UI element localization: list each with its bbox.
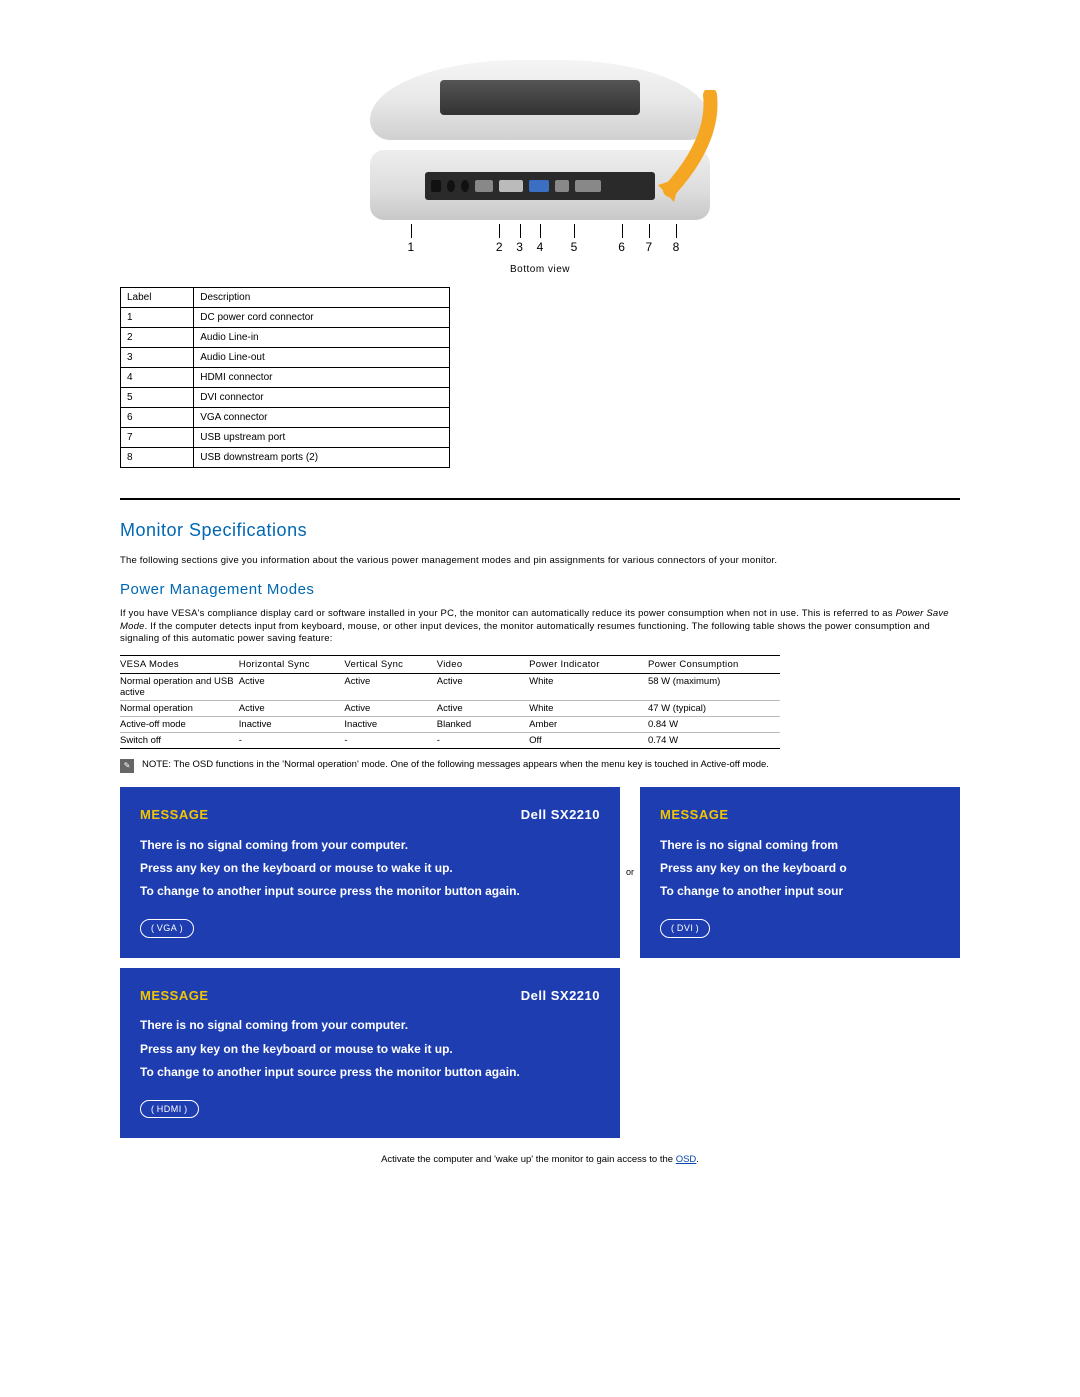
msg-title: MESSAGE bbox=[140, 986, 209, 1007]
port-number-label: 2 bbox=[496, 240, 503, 254]
osd-message-hdmi: MESSAGE Dell SX2210 There is no signal c… bbox=[120, 968, 620, 1139]
power-para-post: . If the computer detects input from key… bbox=[120, 621, 930, 644]
footer-instruction: Activate the computer and 'wake up' the … bbox=[120, 1154, 960, 1165]
table-row: Switch off---Off0.74 W bbox=[120, 732, 780, 748]
msg-line: Press any key on the keyboard or mouse t… bbox=[140, 1040, 600, 1059]
msg-line: To change to another input source press … bbox=[140, 1063, 600, 1082]
port-number-label: 4 bbox=[537, 240, 544, 254]
msg-model: Dell SX2210 bbox=[521, 986, 600, 1007]
footer-post: . bbox=[696, 1154, 699, 1165]
msg-line: To change to another input sour bbox=[660, 882, 960, 901]
table-row: Active-off modeInactiveInactiveBlankedAm… bbox=[120, 716, 780, 732]
note-icon: ✎ bbox=[120, 759, 134, 773]
port-number-label: 7 bbox=[645, 240, 652, 254]
or-separator: or bbox=[626, 867, 634, 877]
msg-model: Dell SX2210 bbox=[521, 805, 600, 826]
footer-pre: Activate the computer and 'wake up' the … bbox=[381, 1154, 676, 1165]
diagram-caption: Bottom view bbox=[120, 264, 960, 275]
msg-line: Press any key on the keyboard or mouse t… bbox=[140, 859, 600, 878]
table-row: 2Audio Line-in bbox=[121, 328, 450, 348]
port-number-label: 1 bbox=[407, 240, 414, 254]
table-row: 7USB upstream port bbox=[121, 428, 450, 448]
msg-line: There is no signal coming from bbox=[660, 836, 960, 855]
subsection-heading-power-mgmt: Power Management Modes bbox=[120, 581, 960, 598]
table-row: 3Audio Line-out bbox=[121, 348, 450, 368]
note-text: NOTE: The OSD functions in the 'Normal o… bbox=[142, 759, 769, 770]
msg-title: MESSAGE bbox=[660, 805, 729, 826]
osd-message-row-1: MESSAGE Dell SX2210 There is no signal c… bbox=[120, 787, 960, 958]
section-heading-monitor-specs: Monitor Specifications bbox=[120, 520, 960, 541]
monitor-rear-illustration bbox=[370, 60, 710, 140]
port-number-label: 3 bbox=[516, 240, 523, 254]
port-number-label: 6 bbox=[618, 240, 625, 254]
osd-note: ✎ NOTE: The OSD functions in the 'Normal… bbox=[120, 759, 960, 773]
msg-line: There is no signal coming from your comp… bbox=[140, 1016, 600, 1035]
port-number-label: 5 bbox=[571, 240, 578, 254]
table-row: 8USB downstream ports (2) bbox=[121, 448, 450, 468]
osd-message-dvi-cut: MESSAGE There is no signal coming from P… bbox=[640, 787, 960, 958]
table-header: Horizontal Sync bbox=[239, 655, 345, 673]
table-row: 4HDMI connector bbox=[121, 368, 450, 388]
msg-line: To change to another input source press … bbox=[140, 882, 600, 901]
table-header: VESA Modes bbox=[120, 655, 239, 673]
table-header: Label bbox=[121, 288, 194, 308]
port-badge-dvi: ( DVI ) bbox=[660, 919, 710, 937]
table-row: Normal operationActiveActiveActiveWhite4… bbox=[120, 700, 780, 716]
table-header: Vertical Sync bbox=[344, 655, 436, 673]
table-header: Description bbox=[194, 288, 450, 308]
osd-message-row-2: MESSAGE Dell SX2210 There is no signal c… bbox=[120, 968, 960, 1139]
intro-paragraph: The following sections give you informat… bbox=[120, 555, 960, 567]
section-divider bbox=[120, 498, 960, 500]
port-label-table: LabelDescription 1DC power cord connecto… bbox=[120, 287, 450, 468]
power-consumption-table: VESA ModesHorizontal SyncVertical SyncVi… bbox=[120, 655, 780, 749]
table-row: Normal operation and USB activeActiveAct… bbox=[120, 673, 780, 700]
osd-message-vga: MESSAGE Dell SX2210 There is no signal c… bbox=[120, 787, 620, 958]
osd-link[interactable]: OSD bbox=[676, 1154, 697, 1165]
port-badge-hdmi: ( HDMI ) bbox=[140, 1100, 199, 1118]
table-row: 1DC power cord connector bbox=[121, 308, 450, 328]
table-row: 5DVI connector bbox=[121, 388, 450, 408]
msg-line: Press any key on the keyboard o bbox=[660, 859, 960, 878]
power-mgmt-paragraph: If you have VESA's compliance display ca… bbox=[120, 608, 960, 645]
msg-line: There is no signal coming from your comp… bbox=[140, 836, 600, 855]
port-badge-vga: ( VGA ) bbox=[140, 919, 194, 937]
bottom-view-diagram: 1 234 5 6 7 8 Bottom view bbox=[120, 60, 960, 275]
table-header: Video bbox=[437, 655, 529, 673]
table-row: 6VGA connector bbox=[121, 408, 450, 428]
monitor-bottom-illustration bbox=[370, 150, 710, 220]
power-para-pre: If you have VESA's compliance display ca… bbox=[120, 608, 896, 619]
table-header: Power Consumption bbox=[648, 655, 780, 673]
table-header: Power Indicator bbox=[529, 655, 648, 673]
port-number-label: 8 bbox=[673, 240, 680, 254]
msg-title: MESSAGE bbox=[140, 805, 209, 826]
